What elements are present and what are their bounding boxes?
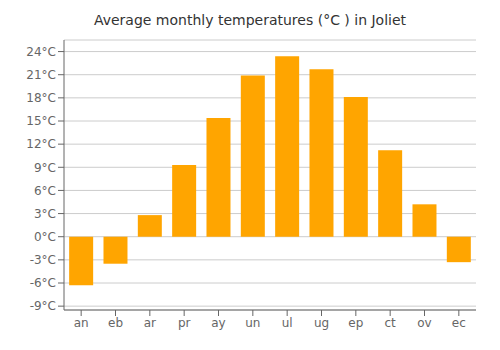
svg-text:ct: ct (385, 316, 397, 330)
svg-text:ay: ay (211, 316, 225, 330)
svg-text:-6°C: -6°C (30, 276, 56, 290)
svg-text:-3°C: -3°C (30, 253, 56, 267)
svg-text:pr: pr (178, 316, 191, 330)
svg-text:eb: eb (108, 316, 123, 330)
svg-text:ar: ar (144, 316, 156, 330)
html-text:Average monthly temperatures (: Average monthly temperatures (°C ) in Jo… (93, 12, 407, 28)
svg-text:3°C: 3°C (34, 207, 56, 221)
svg-text:ov: ov (417, 316, 431, 330)
svg-text:24°C: 24°C (26, 45, 56, 59)
svg-text:18°C: 18°C (26, 91, 56, 105)
svg-text:ug: ug (314, 316, 329, 330)
svg-text:0°C: 0°C (34, 230, 56, 244)
svg-text:12°C: 12°C (26, 137, 56, 151)
svg-text:15°C: 15°C (26, 114, 56, 128)
svg-text:un: un (245, 316, 260, 330)
svg-text:ep: ep (348, 316, 363, 330)
svg-text:9°C: 9°C (34, 161, 56, 175)
svg-text:ec: ec (452, 316, 466, 330)
svg-text:an: an (74, 316, 89, 330)
svg-text:21°C: 21°C (26, 68, 56, 82)
svg-text:6°C: 6°C (34, 184, 56, 198)
svg-text:ul: ul (282, 316, 293, 330)
svg-text:-9°C: -9°C (30, 299, 56, 313)
